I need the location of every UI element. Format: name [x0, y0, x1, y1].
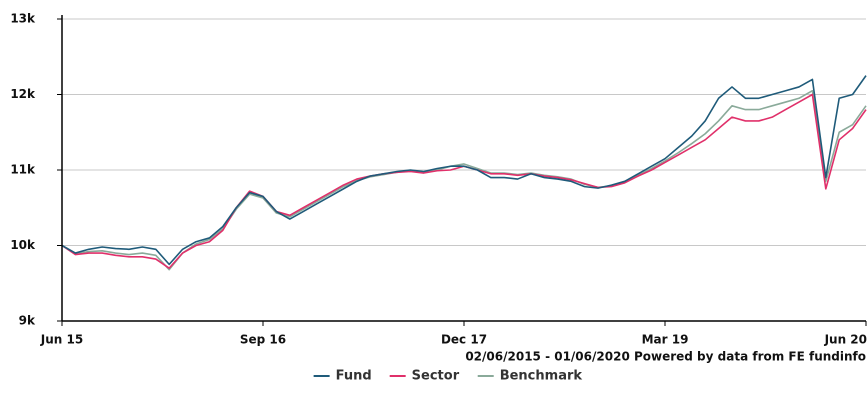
y-tick-label: 11k — [10, 163, 36, 177]
x-tick-label: Mar 19 — [642, 333, 689, 347]
series-line — [61, 75, 867, 266]
x-tick-label: Sep 16 — [240, 333, 286, 347]
legend-label: Fund — [336, 369, 372, 384]
x-tick-label: Jun 20 — [824, 333, 867, 347]
y-tick-label: 12k — [10, 87, 36, 101]
series-line — [61, 89, 867, 271]
y-tick-label: 9k — [19, 314, 36, 328]
legend-label: Benchmark — [500, 369, 583, 384]
source-note: 02/06/2015 - 01/06/2020 Powered by data … — [465, 350, 866, 364]
x-tick-label: Dec 17 — [441, 333, 487, 347]
x-tick-label: Jun 15 — [40, 333, 83, 347]
series-line — [61, 93, 867, 269]
y-tick-label: 13k — [10, 12, 36, 26]
legend-label: Sector — [412, 369, 460, 384]
y-tick-label: 10k — [10, 238, 36, 252]
